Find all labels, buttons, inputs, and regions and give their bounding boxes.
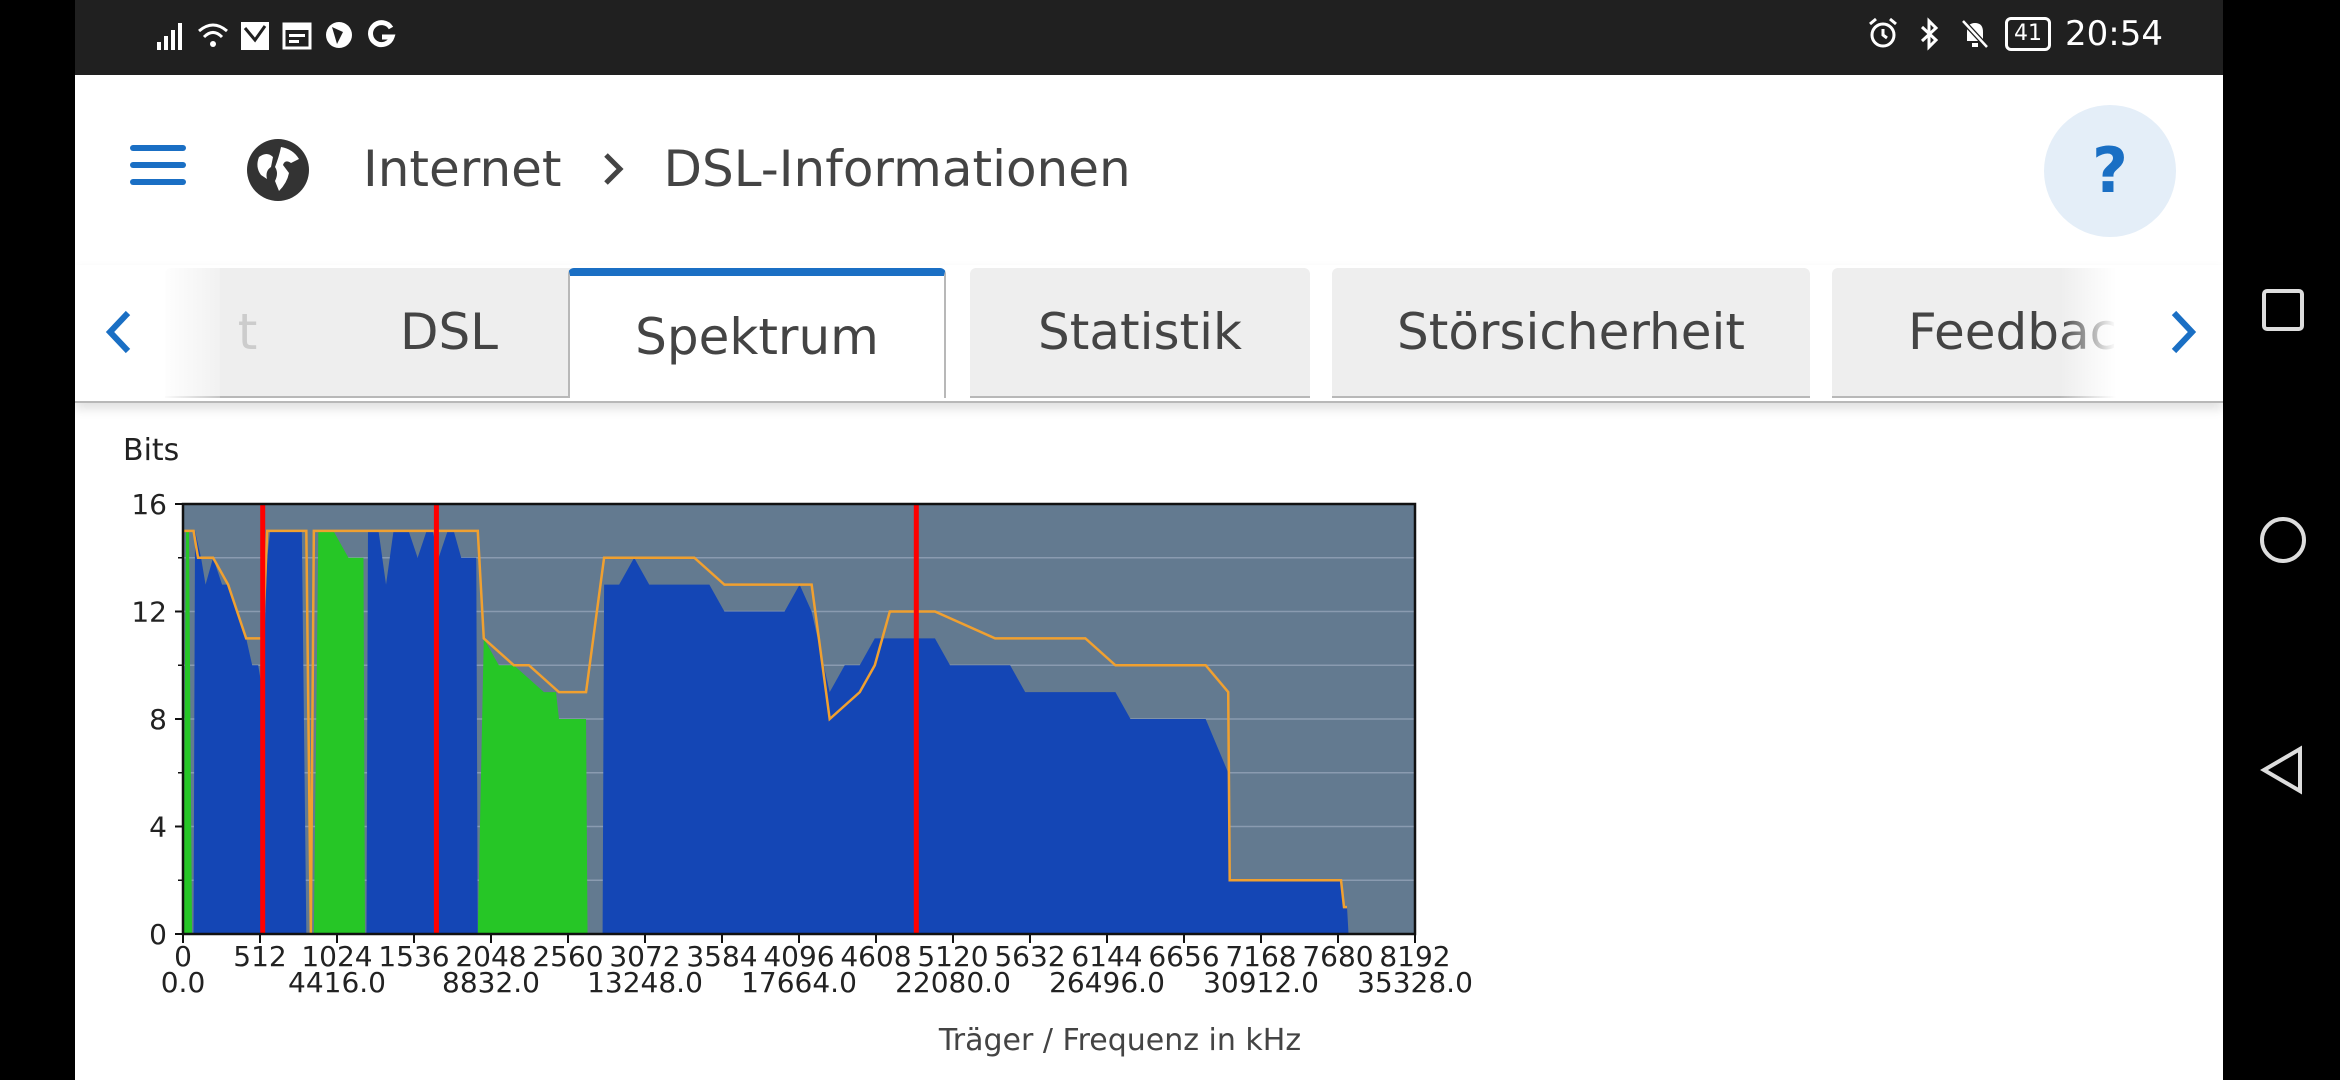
downstream-area-1 bbox=[366, 530, 478, 934]
upstream-area-2 bbox=[477, 638, 588, 934]
x-tick-label: 6656 bbox=[1148, 940, 1219, 973]
x-tick-label: 5120 bbox=[917, 940, 988, 973]
tab-stoersicherheit[interactable]: Störsicherheit bbox=[1332, 268, 1810, 398]
x-tick-label: 3584 bbox=[686, 940, 757, 973]
x-tick-label: 2560 bbox=[532, 940, 603, 973]
x-tick-label: 512 bbox=[233, 940, 286, 973]
recent-apps-button[interactable] bbox=[2258, 285, 2308, 335]
chevron-right-icon bbox=[603, 153, 624, 185]
x-tick-label: 5632 bbox=[994, 940, 1065, 973]
freq-tick-label: 4416.0 bbox=[288, 966, 386, 999]
breadcrumb-internet[interactable]: Internet bbox=[363, 140, 562, 198]
calendar-icon bbox=[282, 22, 312, 50]
browser-icon bbox=[326, 22, 352, 48]
mail-icon bbox=[241, 22, 269, 50]
y-tick-label: 16 bbox=[131, 488, 167, 521]
alarm-icon bbox=[1869, 17, 1897, 48]
freq-tick-label: 26496.0 bbox=[1049, 966, 1165, 999]
freq-tick-label: 0.0 bbox=[161, 966, 206, 999]
x-tick-label: 4608 bbox=[840, 940, 911, 973]
y-axis-label: Bits bbox=[123, 433, 179, 468]
freq-tick-label: 22080.0 bbox=[895, 966, 1011, 999]
downstream-area-2 bbox=[602, 557, 1349, 934]
mute-icon bbox=[1961, 19, 1989, 49]
y-tick-label: 12 bbox=[131, 596, 167, 629]
x-tick-label: 6144 bbox=[1071, 940, 1142, 973]
x-tick-label: 4096 bbox=[763, 940, 834, 973]
tab-scroll-right[interactable] bbox=[2140, 265, 2223, 399]
y-tick-label: 8 bbox=[149, 703, 167, 736]
chevron-right-icon bbox=[2171, 310, 2196, 354]
square-icon bbox=[2262, 289, 2304, 331]
app-header: Internet DSL-Informationen ? bbox=[75, 75, 2223, 265]
x-tick-label: 7680 bbox=[1302, 940, 1373, 973]
google-icon bbox=[368, 20, 396, 48]
globe-icon bbox=[247, 139, 309, 201]
x-tick-label: 0 bbox=[174, 940, 192, 973]
system-navigation-bar bbox=[2223, 0, 2340, 1080]
x-tick-label: 8192 bbox=[1379, 940, 1450, 973]
x-tick-label: 3072 bbox=[609, 940, 680, 973]
status-bar: 41 20:54 bbox=[75, 0, 2223, 75]
x-tick-label: 1024 bbox=[301, 940, 372, 973]
hamburger-icon bbox=[130, 145, 186, 151]
x-tick-label: 1536 bbox=[378, 940, 449, 973]
breadcrumb: Internet DSL-Informationen bbox=[363, 140, 1131, 198]
status-right-icons: 41 20:54 bbox=[1867, 14, 2163, 54]
freq-tick-label: 17664.0 bbox=[741, 966, 857, 999]
y-tick-label: 0 bbox=[149, 918, 167, 951]
tab-spektrum[interactable]: Spektrum bbox=[568, 268, 946, 398]
triangle-back-icon bbox=[2260, 745, 2302, 795]
tab-fade-right bbox=[2060, 268, 2140, 398]
battery-indicator: 41 bbox=[2005, 17, 2052, 51]
x-tick-label: 7168 bbox=[1225, 940, 1296, 973]
freq-tick-label: 13248.0 bbox=[587, 966, 703, 999]
chevron-left-icon bbox=[105, 310, 131, 354]
bluetooth-icon bbox=[1920, 17, 1939, 51]
circle-icon bbox=[2260, 517, 2306, 563]
freq-tick-label: 35328.0 bbox=[1357, 966, 1473, 999]
wifi-icon bbox=[198, 23, 228, 47]
x-axis-label: Träger / Frequenz in kHz bbox=[938, 1023, 1301, 1058]
home-button[interactable] bbox=[2258, 515, 2308, 565]
downstream-area-0 bbox=[193, 530, 307, 934]
page-title: DSL-Informationen bbox=[663, 140, 1131, 198]
freq-tick-label: 8832.0 bbox=[442, 966, 540, 999]
y-tick-label: 4 bbox=[149, 811, 167, 844]
signal-icon bbox=[157, 23, 182, 50]
menu-button[interactable] bbox=[130, 145, 186, 195]
spectrum-chart-container: 0 4 8 12 16 0 512 1024 1536 2048 2560 3072 3584 4096 4… bbox=[75, 410, 2223, 1080]
upstream-area-0 bbox=[183, 530, 194, 934]
help-button[interactable]: ? bbox=[2044, 105, 2176, 237]
x-tick-label: 2048 bbox=[455, 940, 526, 973]
tab-bar: t DSL Spektrum Statistik Störsicherheit … bbox=[75, 265, 2223, 403]
status-time: 20:54 bbox=[2065, 14, 2163, 54]
tab-statistik[interactable]: Statistik bbox=[970, 268, 1310, 398]
tab-dsl[interactable]: DSL bbox=[280, 268, 618, 398]
tab-fade-left bbox=[160, 268, 220, 398]
tab-scroll-left[interactable] bbox=[75, 265, 165, 399]
back-button[interactable] bbox=[2258, 745, 2308, 795]
freq-tick-label: 30912.0 bbox=[1203, 966, 1319, 999]
upstream-area-1 bbox=[313, 530, 367, 934]
app-screen: 41 20:54 Internet DSL-Informationen ? t … bbox=[75, 0, 2223, 1080]
status-left-icons bbox=[155, 18, 397, 52]
